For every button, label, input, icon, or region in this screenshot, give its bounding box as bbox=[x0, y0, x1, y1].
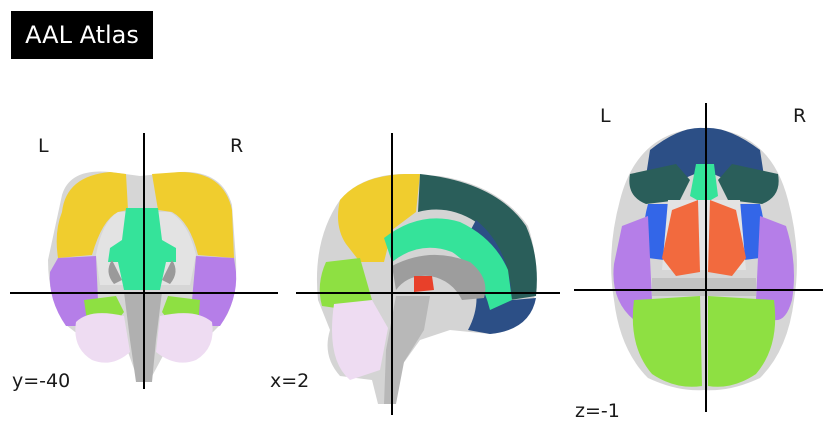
axial-region-lime-left bbox=[632, 296, 702, 387]
axial-region-teal-right bbox=[718, 164, 779, 204]
coronal-ventricle-left bbox=[108, 260, 122, 284]
sagittal-region-pink bbox=[332, 300, 388, 380]
coronal-region-pink-left bbox=[75, 313, 130, 363]
coronal-ventricle-right bbox=[162, 260, 176, 284]
sagittal-corpus-callosum bbox=[392, 254, 486, 300]
atlas-title: AAL Atlas bbox=[11, 11, 153, 59]
coronal-region-pink-right bbox=[156, 313, 213, 363]
axial-right-label: R bbox=[793, 105, 807, 127]
axial-midbrain bbox=[652, 278, 756, 296]
sagittal-region-yellow bbox=[338, 174, 420, 262]
coronal-coordinate-label: y=-40 bbox=[12, 370, 71, 392]
sagittal-region-mint bbox=[384, 218, 512, 310]
axial-region-lime-right bbox=[708, 296, 776, 387]
axial-region-teal-left bbox=[629, 164, 690, 204]
sagittal-brainstem bbox=[384, 296, 430, 404]
coronal-left-label: L bbox=[38, 135, 49, 157]
sagittal-coordinate-label: x=2 bbox=[270, 370, 310, 392]
axial-region-purple-right bbox=[756, 216, 794, 321]
sagittal-slice bbox=[296, 133, 560, 415]
axial-left-label: L bbox=[600, 105, 611, 127]
coronal-region-yellow-left bbox=[56, 172, 128, 258]
axial-region-blue-left bbox=[644, 204, 668, 260]
sagittal-region-lime bbox=[319, 258, 372, 310]
coronal-region-yellow-right bbox=[152, 172, 234, 258]
axial-region-blue-right bbox=[740, 204, 764, 260]
coronal-right-label: R bbox=[230, 135, 244, 157]
axial-region-orange-left bbox=[662, 200, 700, 276]
coronal-region-purple-right bbox=[192, 256, 237, 326]
axial-region-purple-left bbox=[613, 216, 652, 320]
axial-region-mint bbox=[690, 164, 718, 204]
axial-coordinate-label: z=-1 bbox=[575, 400, 620, 422]
axial-region-orange-right bbox=[708, 200, 746, 276]
sagittal-region-red bbox=[414, 276, 434, 292]
axial-slice bbox=[574, 103, 823, 412]
coronal-slice bbox=[10, 133, 278, 389]
coronal-region-mint bbox=[108, 208, 176, 290]
